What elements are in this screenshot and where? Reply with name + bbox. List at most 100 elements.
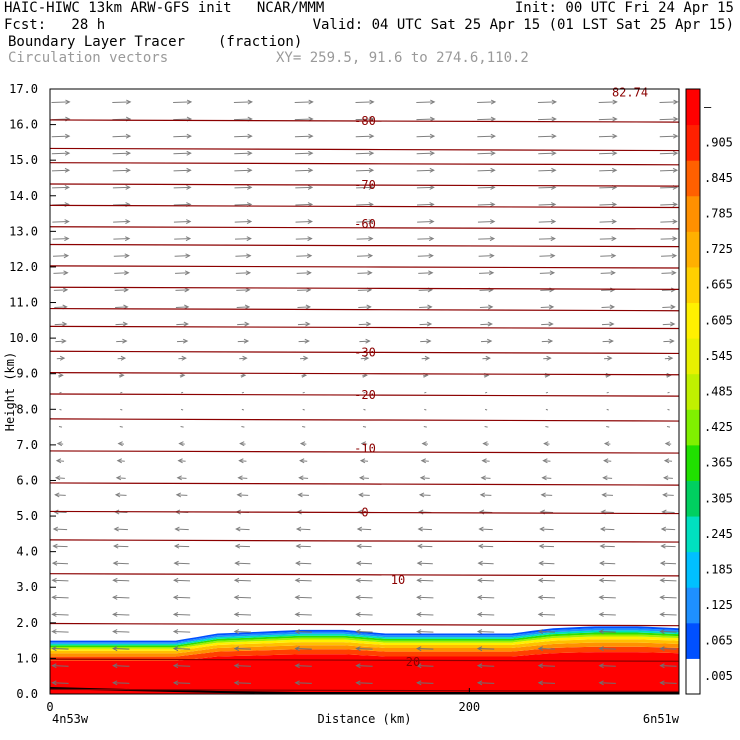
wind-vector-shaft [55, 494, 66, 496]
wind-vector [234, 184, 253, 190]
wind-vector [113, 526, 128, 532]
wind-vector-shaft [355, 152, 374, 155]
wind-vector-head [306, 253, 313, 259]
wind-vector-head [184, 270, 191, 276]
wind-vector [294, 646, 312, 652]
wind-vector-shaft [419, 323, 432, 326]
wind-vector-shaft [538, 203, 556, 206]
wind-vector-shaft [477, 630, 495, 633]
wind-vector-head [424, 355, 431, 361]
wind-vector-shaft [174, 255, 190, 257]
wind-vector-shaft [294, 118, 313, 121]
wind-vector [416, 663, 434, 669]
wind-vector [423, 425, 427, 428]
wind-vector-head [172, 663, 179, 669]
wind-vector [54, 321, 68, 327]
wind-vector [660, 526, 676, 532]
wind-vector [545, 391, 549, 394]
wind-vector-shaft [363, 408, 366, 411]
wind-vector-shaft [659, 118, 678, 121]
wind-vector-head [660, 543, 666, 549]
y-tick-label: 1.0 [16, 651, 38, 665]
wind-vector [663, 458, 673, 464]
wind-vector-shaft [238, 477, 248, 479]
wind-vector-shaft [356, 579, 373, 582]
wind-vector-head [366, 321, 372, 327]
wind-vector-head [172, 646, 179, 652]
wind-vector-shaft [661, 545, 676, 548]
wind-vector-head [112, 629, 118, 635]
wind-vector-head [233, 663, 240, 669]
wind-vector [418, 509, 432, 515]
wind-vector-head [355, 680, 361, 686]
wind-vector [599, 202, 618, 207]
wind-vector-head [672, 150, 679, 156]
wind-vector-shaft [599, 665, 616, 667]
wind-vector [416, 184, 435, 190]
wind-vector [51, 167, 71, 173]
wind-vector-shaft [356, 596, 373, 599]
colorbar-swatch [686, 551, 700, 588]
wind-vector-shaft [113, 665, 130, 667]
wind-vector-head [126, 99, 132, 105]
colorbar-label: .485 [704, 385, 733, 399]
colorbar-label: .425 [704, 420, 733, 434]
wind-vector-shaft [537, 101, 556, 104]
wind-vector-head [672, 167, 679, 173]
wind-vector-head [238, 458, 244, 464]
wind-vector-shaft [542, 477, 552, 479]
wind-vector-head [537, 663, 544, 669]
wind-vector [419, 475, 430, 481]
y-tick-label: 11.0 [9, 296, 38, 310]
wind-vector-shaft [241, 408, 245, 411]
wind-vector-head [612, 99, 618, 105]
wind-vector [479, 304, 494, 310]
wind-vector-shaft [659, 101, 678, 104]
wind-vector-head [367, 253, 374, 259]
wind-vector [295, 526, 311, 532]
tracer-band-0 [50, 652, 679, 694]
wind-vector-head [308, 150, 314, 156]
wind-vector [180, 425, 184, 428]
x-axis-label: Distance (km) [318, 712, 412, 726]
wind-vector-head [598, 663, 604, 669]
wind-vector [416, 150, 436, 156]
x-tick-label: 0 [46, 700, 53, 714]
wind-vector-head [236, 492, 242, 498]
wind-vector-head [551, 99, 558, 105]
wind-vector-shaft [115, 306, 128, 309]
wind-vector-shaft [55, 340, 66, 343]
wind-vector-shaft [538, 238, 555, 240]
cross-section-endpoints: XY= 259.5, 91.6 to 274.6,110.2 [276, 50, 529, 66]
wind-vector-shaft [176, 494, 188, 496]
wind-vector-shaft [241, 391, 245, 394]
wind-vector-shaft [56, 477, 65, 479]
wind-vector-shaft [667, 391, 670, 394]
wind-vector-shaft [599, 203, 617, 206]
wind-vector-shaft [235, 545, 250, 548]
wind-vector [295, 236, 313, 242]
wind-vector-head [548, 304, 555, 310]
isotherm-line [49, 450, 680, 454]
y-tick-label: 10.0 [9, 331, 38, 345]
wind-vector-head [611, 202, 618, 207]
wind-vector-head [368, 167, 375, 173]
wind-vector-head [476, 612, 483, 617]
wind-vector-head [659, 663, 665, 669]
tracer-band-4 [50, 636, 679, 651]
wind-vector-shaft [417, 562, 433, 565]
wind-vector [233, 663, 252, 669]
wind-vector-shaft [173, 221, 191, 223]
wind-vector-head [307, 184, 314, 190]
wind-vector [601, 321, 615, 327]
wind-vector [172, 612, 191, 617]
isotherm-line [49, 372, 680, 376]
wind-vector-head [177, 458, 183, 464]
wind-vector [357, 253, 374, 259]
wind-vector-shaft [296, 272, 311, 274]
wind-vector [173, 133, 192, 139]
wind-vector-head [669, 338, 675, 344]
wind-vector [659, 116, 679, 122]
wind-vector-shaft [599, 579, 616, 582]
